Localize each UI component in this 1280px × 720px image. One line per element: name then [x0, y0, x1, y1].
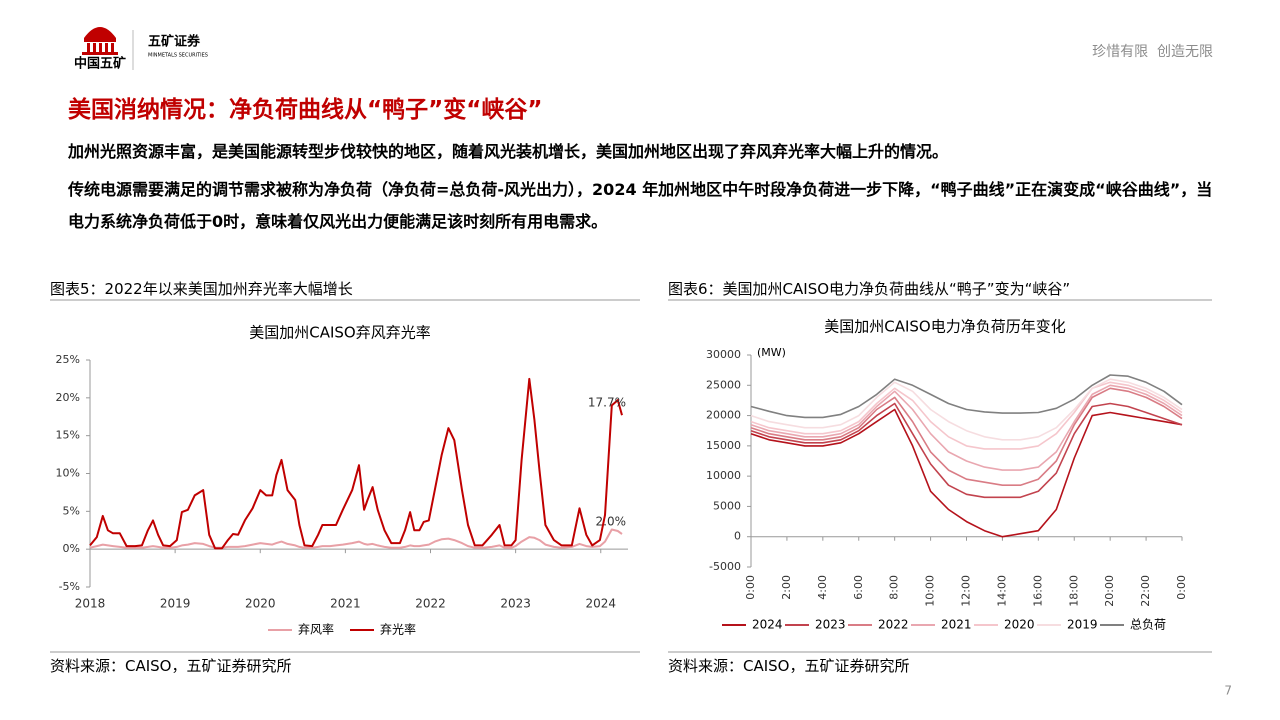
y-tick-label: 20%	[56, 391, 80, 404]
x-tick-label: 0:00	[744, 575, 757, 600]
y-tick-label: 25%	[56, 353, 80, 366]
company-name: 中国五矿	[74, 56, 126, 72]
paragraph: 加州光照资源丰富，是美国能源转型步伐较快的地区，随着风光装机增长，美国加州地区出…	[68, 142, 949, 161]
series-line	[89, 377, 623, 550]
y-tick-label: 5%	[63, 504, 80, 517]
legend-label: 2019	[1067, 618, 1098, 632]
x-tick-label: 18:00	[1067, 575, 1080, 607]
page-number: 7	[1224, 684, 1232, 698]
logo-emblem	[82, 27, 118, 55]
legend-label: 2021	[941, 618, 972, 632]
x-tick-label: 2024	[585, 597, 616, 611]
x-tick-label: 8:00	[888, 575, 901, 600]
y-tick-label: 15%	[56, 429, 80, 442]
legend-label: 2022	[878, 618, 909, 632]
series-line	[750, 381, 1183, 450]
x-tick-label: 12:00	[960, 575, 973, 607]
slide-title: 美国消纳情况：净负荷曲线从“鸭子”变“峡谷”	[68, 97, 543, 123]
x-tick-label: 22:00	[1139, 575, 1152, 607]
series-line	[750, 402, 1183, 499]
x-tick-label: 14:00	[995, 575, 1008, 607]
x-tick-label: 10:00	[924, 575, 937, 607]
data-label: 17.7%	[588, 396, 626, 410]
y-tick-label: -5000	[709, 560, 741, 573]
slogan: 珍惜有限 创造无限	[1092, 44, 1213, 60]
legend-label: 2024	[752, 618, 783, 632]
y-tick-label: 5000	[713, 499, 741, 512]
series-line	[750, 384, 1183, 471]
x-tick-label: 4:00	[816, 575, 829, 600]
brand-name-en: MINMETALS SECURITIES	[148, 53, 208, 59]
x-tick-label: 2021	[330, 597, 361, 611]
figure-caption: 图表6：美国加州CAISO电力净负荷曲线从“鸭子”变为“峡谷”	[668, 280, 1071, 298]
series-line	[750, 387, 1183, 486]
series-line	[750, 378, 1183, 441]
data-label: 2.0%	[596, 515, 627, 529]
y-tick-label: 20000	[706, 409, 741, 422]
legend-label: 总负荷	[1130, 618, 1166, 632]
x-tick-label: 2018	[75, 597, 106, 611]
y-tick-label: 10000	[706, 469, 741, 482]
x-tick-label: 6:00	[852, 575, 865, 600]
y-tick-label: 10%	[56, 467, 80, 480]
x-tick-label: 2020	[245, 597, 276, 611]
y-tick-label: 30000	[706, 348, 741, 361]
series-line	[750, 374, 1183, 419]
y-tick-label: 15000	[706, 439, 741, 452]
x-tick-label: 16:00	[1031, 575, 1044, 607]
series-line	[89, 528, 623, 549]
x-tick-label: 2:00	[780, 575, 793, 600]
legend-label: 弃光率	[380, 622, 416, 637]
figure-caption: 图表5：2022年以来美国加州弃光率大幅增长	[50, 280, 353, 298]
y-tick-label: -5%	[59, 580, 80, 593]
figure-source: 资料来源：CAISO，五矿证券研究所	[668, 657, 910, 675]
legend-label: 弃风率	[298, 622, 334, 637]
series-line	[750, 408, 1183, 538]
chart-title: 美国加州CAISO电力净负荷历年变化	[824, 318, 1066, 336]
figure-source: 资料来源：CAISO，五矿证券研究所	[50, 657, 292, 675]
y-tick-label: 0%	[63, 542, 80, 555]
chart-title: 美国加州CAISO弃风弃光率	[249, 324, 431, 342]
x-tick-label: 2023	[500, 597, 531, 611]
axis-unit: (MW)	[757, 346, 786, 359]
x-tick-label: 2022	[415, 597, 446, 611]
y-tick-label: 0	[734, 530, 741, 543]
brand-name: 五矿证券	[148, 34, 201, 50]
x-tick-label: 0:00	[1175, 575, 1188, 600]
x-tick-label: 20:00	[1103, 575, 1116, 607]
legend-label: 2023	[815, 618, 846, 632]
x-tick-label: 2019	[160, 597, 191, 611]
y-tick-label: 25000	[706, 378, 741, 391]
paragraph: 传统电源需要满足的调节需求被称为净负荷（净负荷=总负荷-风光出力），2024 年…	[68, 180, 1213, 231]
legend-label: 2020	[1004, 618, 1035, 632]
